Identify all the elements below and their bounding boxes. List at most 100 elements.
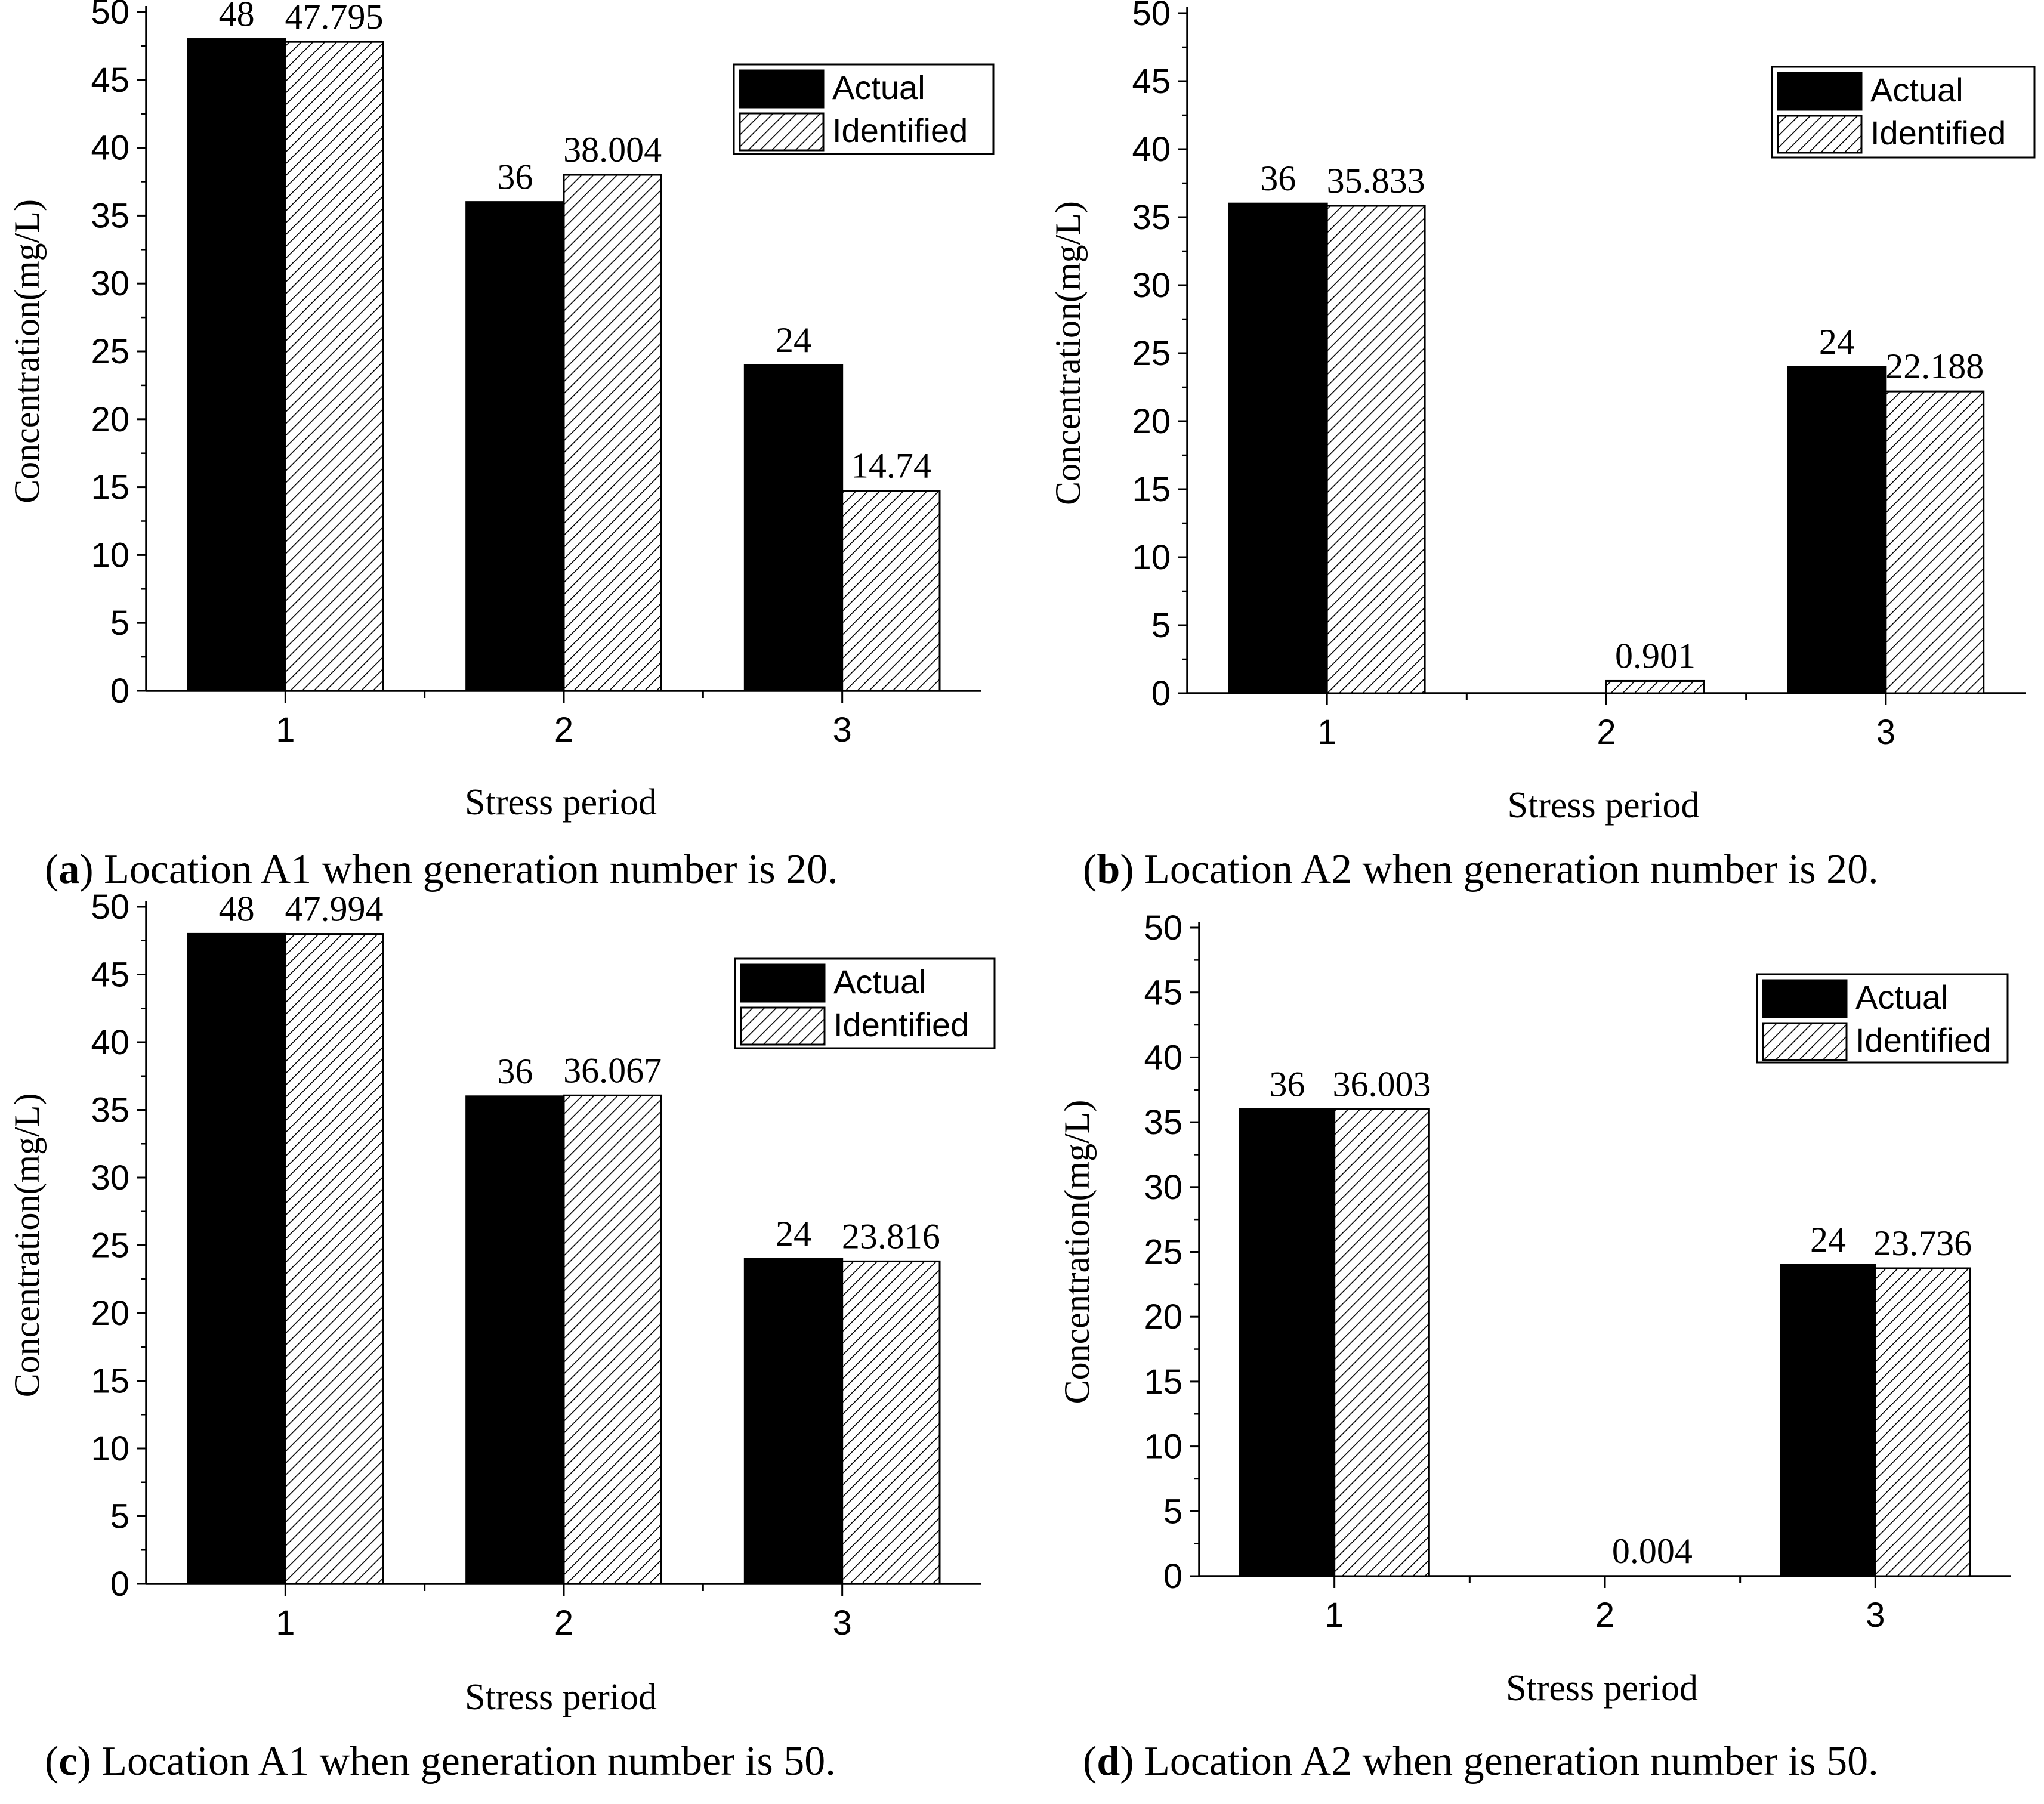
y-tick-label: 40 bbox=[1144, 1038, 1182, 1077]
data-label-identified-2: 38.004 bbox=[563, 130, 662, 169]
bar-actual-1 bbox=[187, 932, 286, 1585]
bar-identified-3 bbox=[841, 1260, 941, 1585]
legend-label-identified: Identified bbox=[1855, 1021, 1991, 1059]
data-label-identified-2: 0.004 bbox=[1612, 1531, 1693, 1571]
bar-actual-2 bbox=[465, 1095, 565, 1585]
y-tick-label: 35 bbox=[1144, 1103, 1182, 1142]
y-tick-label: 5 bbox=[110, 1497, 129, 1536]
legend-swatch-identified bbox=[740, 1006, 826, 1046]
y-tick-label: 45 bbox=[91, 61, 129, 100]
bar-identified-1 bbox=[284, 41, 384, 692]
data-label-identified-3: 22.188 bbox=[1885, 347, 1984, 386]
y-tick-label: 45 bbox=[1144, 974, 1182, 1012]
y-tick-label: 30 bbox=[1132, 266, 1171, 305]
bar-identified-1 bbox=[284, 933, 384, 1585]
caption-letter: d bbox=[1097, 1738, 1120, 1784]
y-tick-label: 5 bbox=[110, 604, 129, 642]
data-label-actual-1: 48 bbox=[219, 889, 255, 928]
x-axis-label: Stress period bbox=[465, 1677, 657, 1717]
legend-label-actual: Actual bbox=[832, 69, 925, 106]
legend-swatch-identified bbox=[1762, 1022, 1848, 1061]
data-label-actual-3: 24 bbox=[1819, 322, 1855, 362]
x-tick-label: 3 bbox=[1866, 1596, 1885, 1635]
chart-panel-c: 0 5 10 15 20 25 30 35 40 45 50 1 2 3 48 47.994 36 36.067 2… bbox=[7, 888, 996, 1784]
bar-identified-1 bbox=[1333, 1108, 1430, 1577]
legend-swatch-actual bbox=[1777, 72, 1863, 111]
caption-close-paren: ) bbox=[1120, 1738, 1134, 1784]
data-label-actual-1: 48 bbox=[219, 0, 255, 34]
bar-identified-2 bbox=[563, 1094, 662, 1585]
y-tick-label: 5 bbox=[1151, 606, 1171, 645]
chart-panel-a: 0 5 10 15 20 25 30 35 40 45 50 1 2 3 48 47.795 36 38.004 2… bbox=[7, 0, 995, 892]
caption-text: Location A2 when generation number is 50… bbox=[1134, 1738, 1879, 1784]
caption-text: Location A2 when generation number is 20… bbox=[1134, 847, 1879, 892]
x-tick-label: 2 bbox=[1597, 713, 1616, 752]
y-tick-label: 50 bbox=[91, 888, 129, 926]
data-label-actual-2: 36 bbox=[497, 157, 533, 197]
y-axis-label: Concentration(mg/L) bbox=[7, 199, 47, 503]
x-tick-label: 3 bbox=[833, 711, 852, 749]
y-tick-label: 20 bbox=[91, 1294, 129, 1333]
bar-actual-3 bbox=[1787, 366, 1887, 694]
legend: Actual Identified bbox=[1756, 973, 2009, 1064]
y-tick-label: 40 bbox=[91, 1023, 129, 1062]
legend-swatch-identified bbox=[739, 112, 825, 152]
y-tick-label: 20 bbox=[91, 400, 129, 439]
y-tick-label: 0 bbox=[110, 1565, 129, 1604]
y-tick-label: 45 bbox=[1132, 62, 1171, 101]
data-label-identified-1: 47.795 bbox=[285, 0, 384, 36]
legend-label-actual: Actual bbox=[1855, 978, 1949, 1016]
figure-caption: (a) Location A1 when generation number i… bbox=[45, 847, 838, 892]
figure-caption: (b) Location A2 when generation number i… bbox=[1083, 847, 1879, 892]
y-tick-label: 25 bbox=[1144, 1233, 1182, 1272]
y-tick-label: 15 bbox=[91, 1362, 129, 1401]
bar-actual-2 bbox=[465, 201, 565, 692]
bar-identified-2 bbox=[1605, 679, 1705, 694]
y-tick-label: 25 bbox=[91, 332, 129, 371]
y-tick-label: 5 bbox=[1163, 1492, 1182, 1531]
caption-letter: c bbox=[58, 1738, 77, 1784]
x-tick-label: 1 bbox=[276, 1604, 295, 1642]
x-tick-label: 2 bbox=[554, 1604, 573, 1642]
y-axis-label: Concentration(mg/L) bbox=[1048, 201, 1088, 505]
data-label-identified-1: 47.994 bbox=[285, 889, 384, 929]
caption-close-paren: ) bbox=[79, 847, 93, 892]
bar-identified-3 bbox=[1874, 1267, 1971, 1577]
bar-actual-1 bbox=[1239, 1108, 1336, 1577]
caption-open-paren: ( bbox=[45, 1738, 58, 1784]
y-tick-label: 35 bbox=[91, 1091, 129, 1130]
y-tick-label: 50 bbox=[1132, 0, 1171, 33]
bar-identified-1 bbox=[1326, 205, 1426, 694]
data-label-identified-3: 14.74 bbox=[851, 446, 931, 486]
data-label-actual-2: 36 bbox=[497, 1052, 533, 1091]
legend-label-actual: Actual bbox=[833, 963, 927, 1000]
data-label-actual-3: 24 bbox=[776, 1214, 811, 1253]
x-tick-label: 2 bbox=[1595, 1596, 1614, 1635]
legend-swatch-identified bbox=[1777, 115, 1863, 154]
bar-identified-3 bbox=[841, 490, 941, 692]
bar-identified-2 bbox=[563, 174, 662, 692]
data-label-identified-2: 36.067 bbox=[563, 1051, 662, 1090]
caption-open-paren: ( bbox=[45, 847, 58, 892]
caption-text: Location A1 when generation number is 50… bbox=[91, 1738, 836, 1784]
x-tick-label: 1 bbox=[1317, 713, 1336, 752]
data-label-actual-1: 36 bbox=[1260, 159, 1296, 198]
data-label-actual-1: 36 bbox=[1269, 1064, 1305, 1104]
y-tick-label: 45 bbox=[91, 956, 129, 994]
y-tick-label: 20 bbox=[1144, 1298, 1182, 1336]
x-tick-label: 3 bbox=[833, 1604, 852, 1642]
y-tick-label: 25 bbox=[1132, 334, 1171, 373]
y-tick-label: 30 bbox=[1144, 1168, 1182, 1207]
y-tick-label: 35 bbox=[91, 196, 129, 235]
y-tick-label: 15 bbox=[1144, 1363, 1182, 1401]
y-tick-label: 15 bbox=[91, 468, 129, 507]
y-tick-label: 0 bbox=[110, 672, 129, 711]
y-tick-label: 0 bbox=[1163, 1557, 1182, 1596]
bar-actual-1 bbox=[1228, 202, 1328, 694]
data-label-identified-1: 36.003 bbox=[1333, 1064, 1431, 1104]
data-label-identified-3: 23.736 bbox=[1873, 1224, 1972, 1263]
chart-panel-b: 0 5 10 15 20 25 30 35 40 45 50 1 2 3 36 35.833 0.901 24 22… bbox=[1048, 0, 2036, 892]
y-tick-label: 10 bbox=[91, 1429, 129, 1468]
